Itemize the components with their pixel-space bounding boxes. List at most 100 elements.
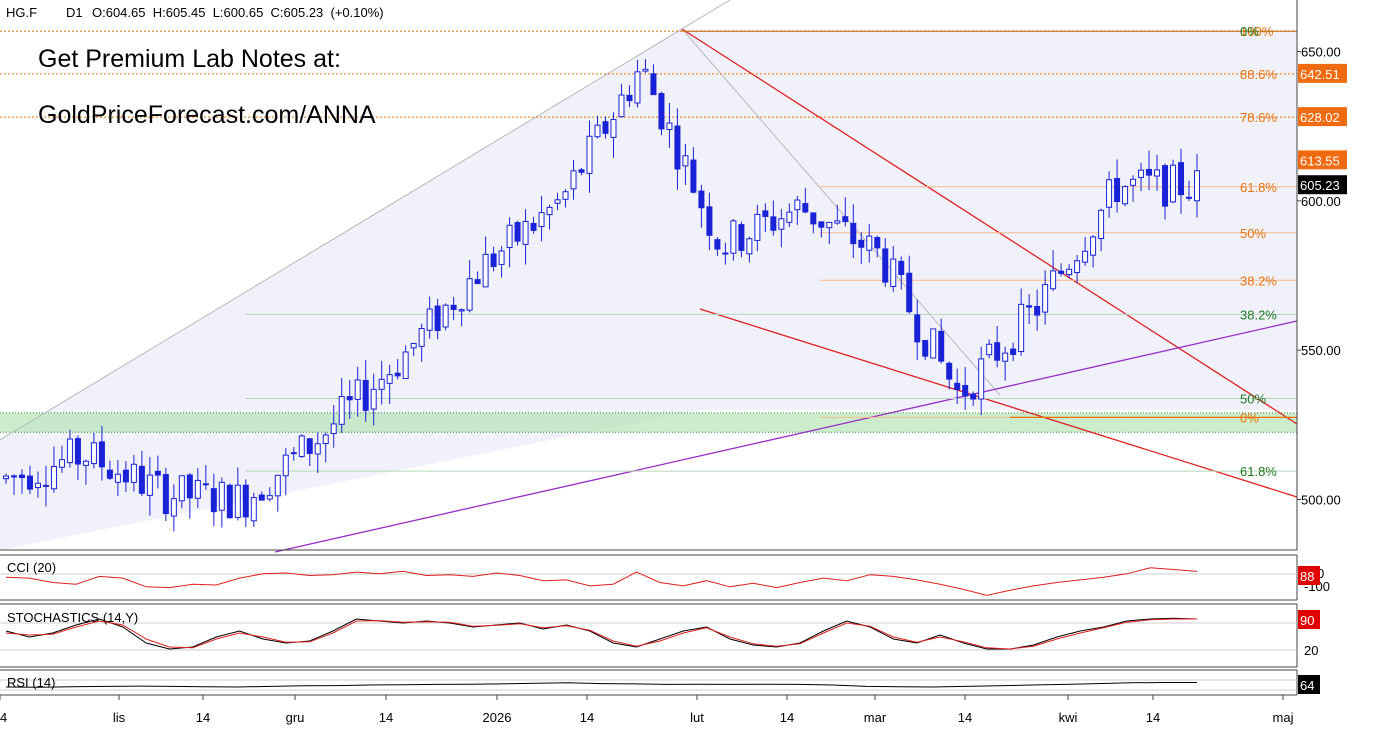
candle-body — [690, 159, 697, 193]
candle-body — [66, 438, 73, 464]
candle-body — [986, 343, 993, 356]
candle-body — [1170, 164, 1177, 203]
stoch-value-box — [1298, 610, 1320, 629]
candle-body — [818, 221, 825, 228]
candle-body — [714, 239, 721, 250]
candle-body — [594, 124, 601, 138]
price-tick-label: 550.00 — [1301, 343, 1341, 358]
candle-body — [522, 220, 529, 245]
candle-body — [250, 497, 257, 522]
level-price-label: 628.02 — [1300, 110, 1340, 125]
candle-body — [866, 235, 873, 251]
fib-orange-label: 88.6% — [1240, 67, 1277, 82]
cci-tick-0: 0 — [1317, 566, 1324, 581]
gray-trendline-down — [681, 28, 1001, 396]
promo-line-1: Get Premium Lab Notes at: — [38, 45, 341, 73]
candle-body — [562, 191, 569, 200]
candle-body — [218, 481, 225, 511]
candle-body — [274, 474, 281, 497]
candle-body — [762, 210, 769, 218]
candle-body — [730, 220, 737, 254]
candle-body — [1002, 352, 1009, 362]
candle-body — [266, 495, 273, 500]
candle-body — [674, 125, 681, 170]
cci-title: CCI (20) — [7, 560, 56, 575]
candle-body — [802, 203, 809, 213]
price-tick-label: 600.00 — [1301, 194, 1341, 209]
cci-line — [5, 567, 1198, 596]
support-zone — [0, 412, 1297, 433]
axes-layer: 650.00 600.00 550.00 500.00 642.51 628.02 613.… — [0, 0, 1347, 725]
candle-body — [1066, 268, 1073, 276]
candle-body — [978, 358, 985, 400]
header-symbol: HG.F — [6, 5, 37, 20]
candle-body — [194, 479, 201, 499]
support-zone-layer — [0, 412, 1297, 433]
candle-body — [322, 434, 329, 445]
candle-body — [394, 372, 401, 377]
candle-body — [602, 121, 609, 134]
candle-body — [298, 435, 305, 457]
candle-body — [482, 253, 489, 288]
candle-body — [1106, 179, 1113, 208]
candle-body — [410, 343, 417, 349]
candle-body — [314, 443, 321, 455]
candle-body — [954, 382, 961, 390]
candle-body — [202, 483, 209, 486]
level-price-label: 613.55 — [1300, 153, 1340, 168]
candle-body — [1138, 169, 1145, 178]
candle-body — [458, 309, 465, 312]
header-timeframe: D1 — [66, 5, 83, 20]
level-price-box — [1298, 107, 1347, 127]
rsi-value: 64 — [1300, 678, 1314, 693]
rsi-title: RSI (14) — [7, 675, 55, 690]
candle-body — [634, 71, 641, 104]
candle-body — [346, 396, 353, 401]
candle-body — [154, 470, 161, 476]
candle-body — [530, 222, 537, 231]
candle-body — [746, 238, 753, 255]
candle-body — [170, 498, 177, 517]
candle-body — [354, 379, 361, 400]
candle-body — [938, 330, 945, 362]
candle-body — [162, 474, 169, 515]
candle-body — [282, 454, 289, 477]
candle-body — [1146, 168, 1153, 176]
candle-body — [178, 475, 185, 502]
candle-body — [1194, 170, 1200, 202]
fib-orange-label: 50% — [1240, 226, 1266, 241]
candle-body — [538, 212, 545, 228]
candle-body — [626, 94, 633, 102]
candle-body — [946, 362, 953, 380]
gray-trendline-up — [0, 0, 731, 441]
candle-body — [1074, 260, 1081, 273]
time-tick-label: 14 — [780, 710, 794, 725]
candle-body — [882, 248, 889, 283]
candles-layer — [3, 59, 1200, 532]
candle-body — [58, 459, 65, 468]
candle-body — [586, 135, 593, 174]
candle-body — [42, 484, 49, 487]
candle-body — [1050, 270, 1057, 290]
time-tick-label: 2026 — [483, 710, 512, 725]
candle-body — [130, 463, 137, 483]
candle-body — [794, 199, 801, 211]
purple-trendline — [274, 320, 1298, 553]
candle-body — [914, 314, 921, 343]
candle-body — [18, 474, 25, 479]
red-channel-lower — [699, 308, 1298, 498]
candle-body — [1018, 303, 1025, 353]
time-tick-label: mar — [864, 710, 887, 725]
candle-body — [290, 452, 297, 455]
candle-body — [1186, 196, 1193, 199]
time-tick-label: 14 — [196, 710, 210, 725]
candle-body — [970, 393, 977, 400]
candle-body — [650, 73, 657, 96]
rsi-value-box — [1298, 675, 1320, 694]
candle-body — [682, 155, 689, 167]
candle-body — [658, 93, 665, 130]
candle-body — [122, 469, 129, 483]
candle-body — [1090, 236, 1097, 256]
candle-body — [3, 475, 9, 480]
